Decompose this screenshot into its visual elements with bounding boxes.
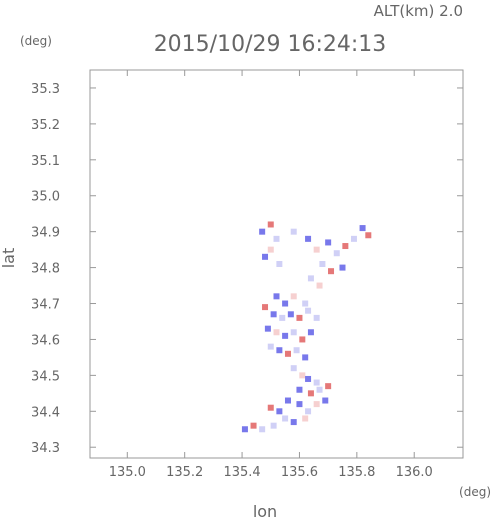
data-cell bbox=[290, 228, 297, 235]
y-tick-label: 35.3 bbox=[31, 82, 60, 97]
data-cell bbox=[273, 329, 280, 336]
y-unit-label: (deg) bbox=[20, 34, 52, 48]
data-cell bbox=[267, 343, 274, 350]
data-cell bbox=[290, 419, 297, 426]
y-tick-label: 34.7 bbox=[31, 298, 60, 313]
y-tick-label: 35.2 bbox=[31, 118, 60, 133]
data-cell bbox=[328, 268, 335, 275]
y-tick-label: 34.9 bbox=[31, 226, 60, 241]
y-axis-label: lat bbox=[0, 248, 18, 269]
data-cell bbox=[287, 311, 294, 318]
data-cell bbox=[296, 401, 303, 408]
y-tick-label: 35.1 bbox=[31, 154, 60, 169]
data-cell bbox=[270, 311, 277, 318]
data-cell bbox=[284, 350, 291, 357]
data-cell bbox=[319, 261, 326, 267]
data-cell bbox=[305, 408, 312, 415]
x-tick-label: 136.0 bbox=[396, 465, 433, 480]
altitude-label: ALT(km) 2.0 bbox=[374, 2, 463, 20]
data-cell bbox=[267, 246, 274, 253]
data-cell bbox=[313, 314, 320, 321]
data-cell bbox=[259, 426, 266, 433]
data-cell bbox=[282, 415, 289, 422]
data-cell bbox=[262, 304, 269, 311]
data-cell bbox=[296, 314, 303, 321]
data-cell bbox=[270, 422, 277, 429]
data-cell bbox=[333, 250, 340, 257]
data-cell bbox=[325, 239, 332, 246]
data-cell bbox=[299, 336, 306, 343]
data-cell bbox=[262, 253, 269, 260]
data-cell bbox=[302, 354, 309, 361]
data-cell bbox=[250, 422, 257, 429]
data-cell bbox=[305, 307, 312, 314]
y-tick-label: 34.5 bbox=[31, 369, 60, 384]
data-cell bbox=[267, 404, 274, 411]
data-cell bbox=[296, 386, 303, 393]
data-cell bbox=[316, 282, 323, 289]
data-cell bbox=[267, 221, 274, 228]
data-cell bbox=[307, 390, 314, 397]
x-tick-label: 135.8 bbox=[338, 465, 375, 480]
data-cell bbox=[322, 397, 329, 404]
data-cell bbox=[273, 235, 280, 242]
data-cell bbox=[313, 246, 320, 253]
plot-frame bbox=[89, 69, 464, 459]
data-cell bbox=[284, 397, 291, 404]
data-cell bbox=[307, 275, 314, 282]
data-cell bbox=[325, 383, 332, 390]
x-tick-label: 135.2 bbox=[166, 465, 203, 480]
data-cell bbox=[316, 386, 323, 393]
data-cell bbox=[313, 401, 320, 408]
data-cell bbox=[342, 243, 349, 250]
data-cell bbox=[279, 314, 286, 321]
y-tick-label: 34.3 bbox=[31, 441, 60, 456]
data-cell bbox=[264, 325, 271, 332]
data-cell bbox=[305, 235, 312, 242]
data-cell bbox=[365, 232, 372, 239]
data-cell bbox=[282, 300, 289, 307]
data-cell bbox=[313, 379, 320, 386]
data-cell bbox=[241, 426, 248, 433]
chart-title: 2015/10/29 16:24:13 bbox=[154, 32, 387, 57]
data-cell bbox=[293, 347, 300, 354]
data-cell bbox=[302, 415, 309, 422]
data-cell bbox=[276, 261, 283, 267]
data-cell bbox=[359, 225, 366, 232]
data-cell bbox=[350, 235, 357, 242]
y-tick-label: 35.0 bbox=[31, 190, 60, 205]
x-unit-label: (deg) bbox=[459, 485, 491, 499]
data-cell bbox=[302, 300, 309, 307]
y-tick-label: 34.6 bbox=[31, 333, 60, 348]
x-tick-label: 135.6 bbox=[281, 465, 318, 480]
data-cell bbox=[339, 264, 346, 271]
x-tick-label: 135.4 bbox=[223, 465, 260, 480]
data-cell bbox=[290, 365, 297, 372]
data-cell bbox=[259, 228, 266, 235]
data-cell bbox=[290, 293, 297, 300]
y-tick-label: 34.4 bbox=[31, 405, 60, 420]
data-cell bbox=[276, 347, 283, 354]
data-cell bbox=[276, 408, 283, 415]
data-cell bbox=[282, 332, 289, 339]
data-cell bbox=[305, 375, 312, 382]
data-cell bbox=[299, 372, 306, 379]
x-tick-label: 135.0 bbox=[109, 465, 146, 480]
data-cell bbox=[273, 293, 280, 300]
data-cell bbox=[307, 329, 314, 336]
x-axis-label: lon bbox=[253, 502, 277, 521]
data-cell bbox=[290, 329, 297, 336]
y-tick-label: 34.8 bbox=[31, 262, 60, 277]
